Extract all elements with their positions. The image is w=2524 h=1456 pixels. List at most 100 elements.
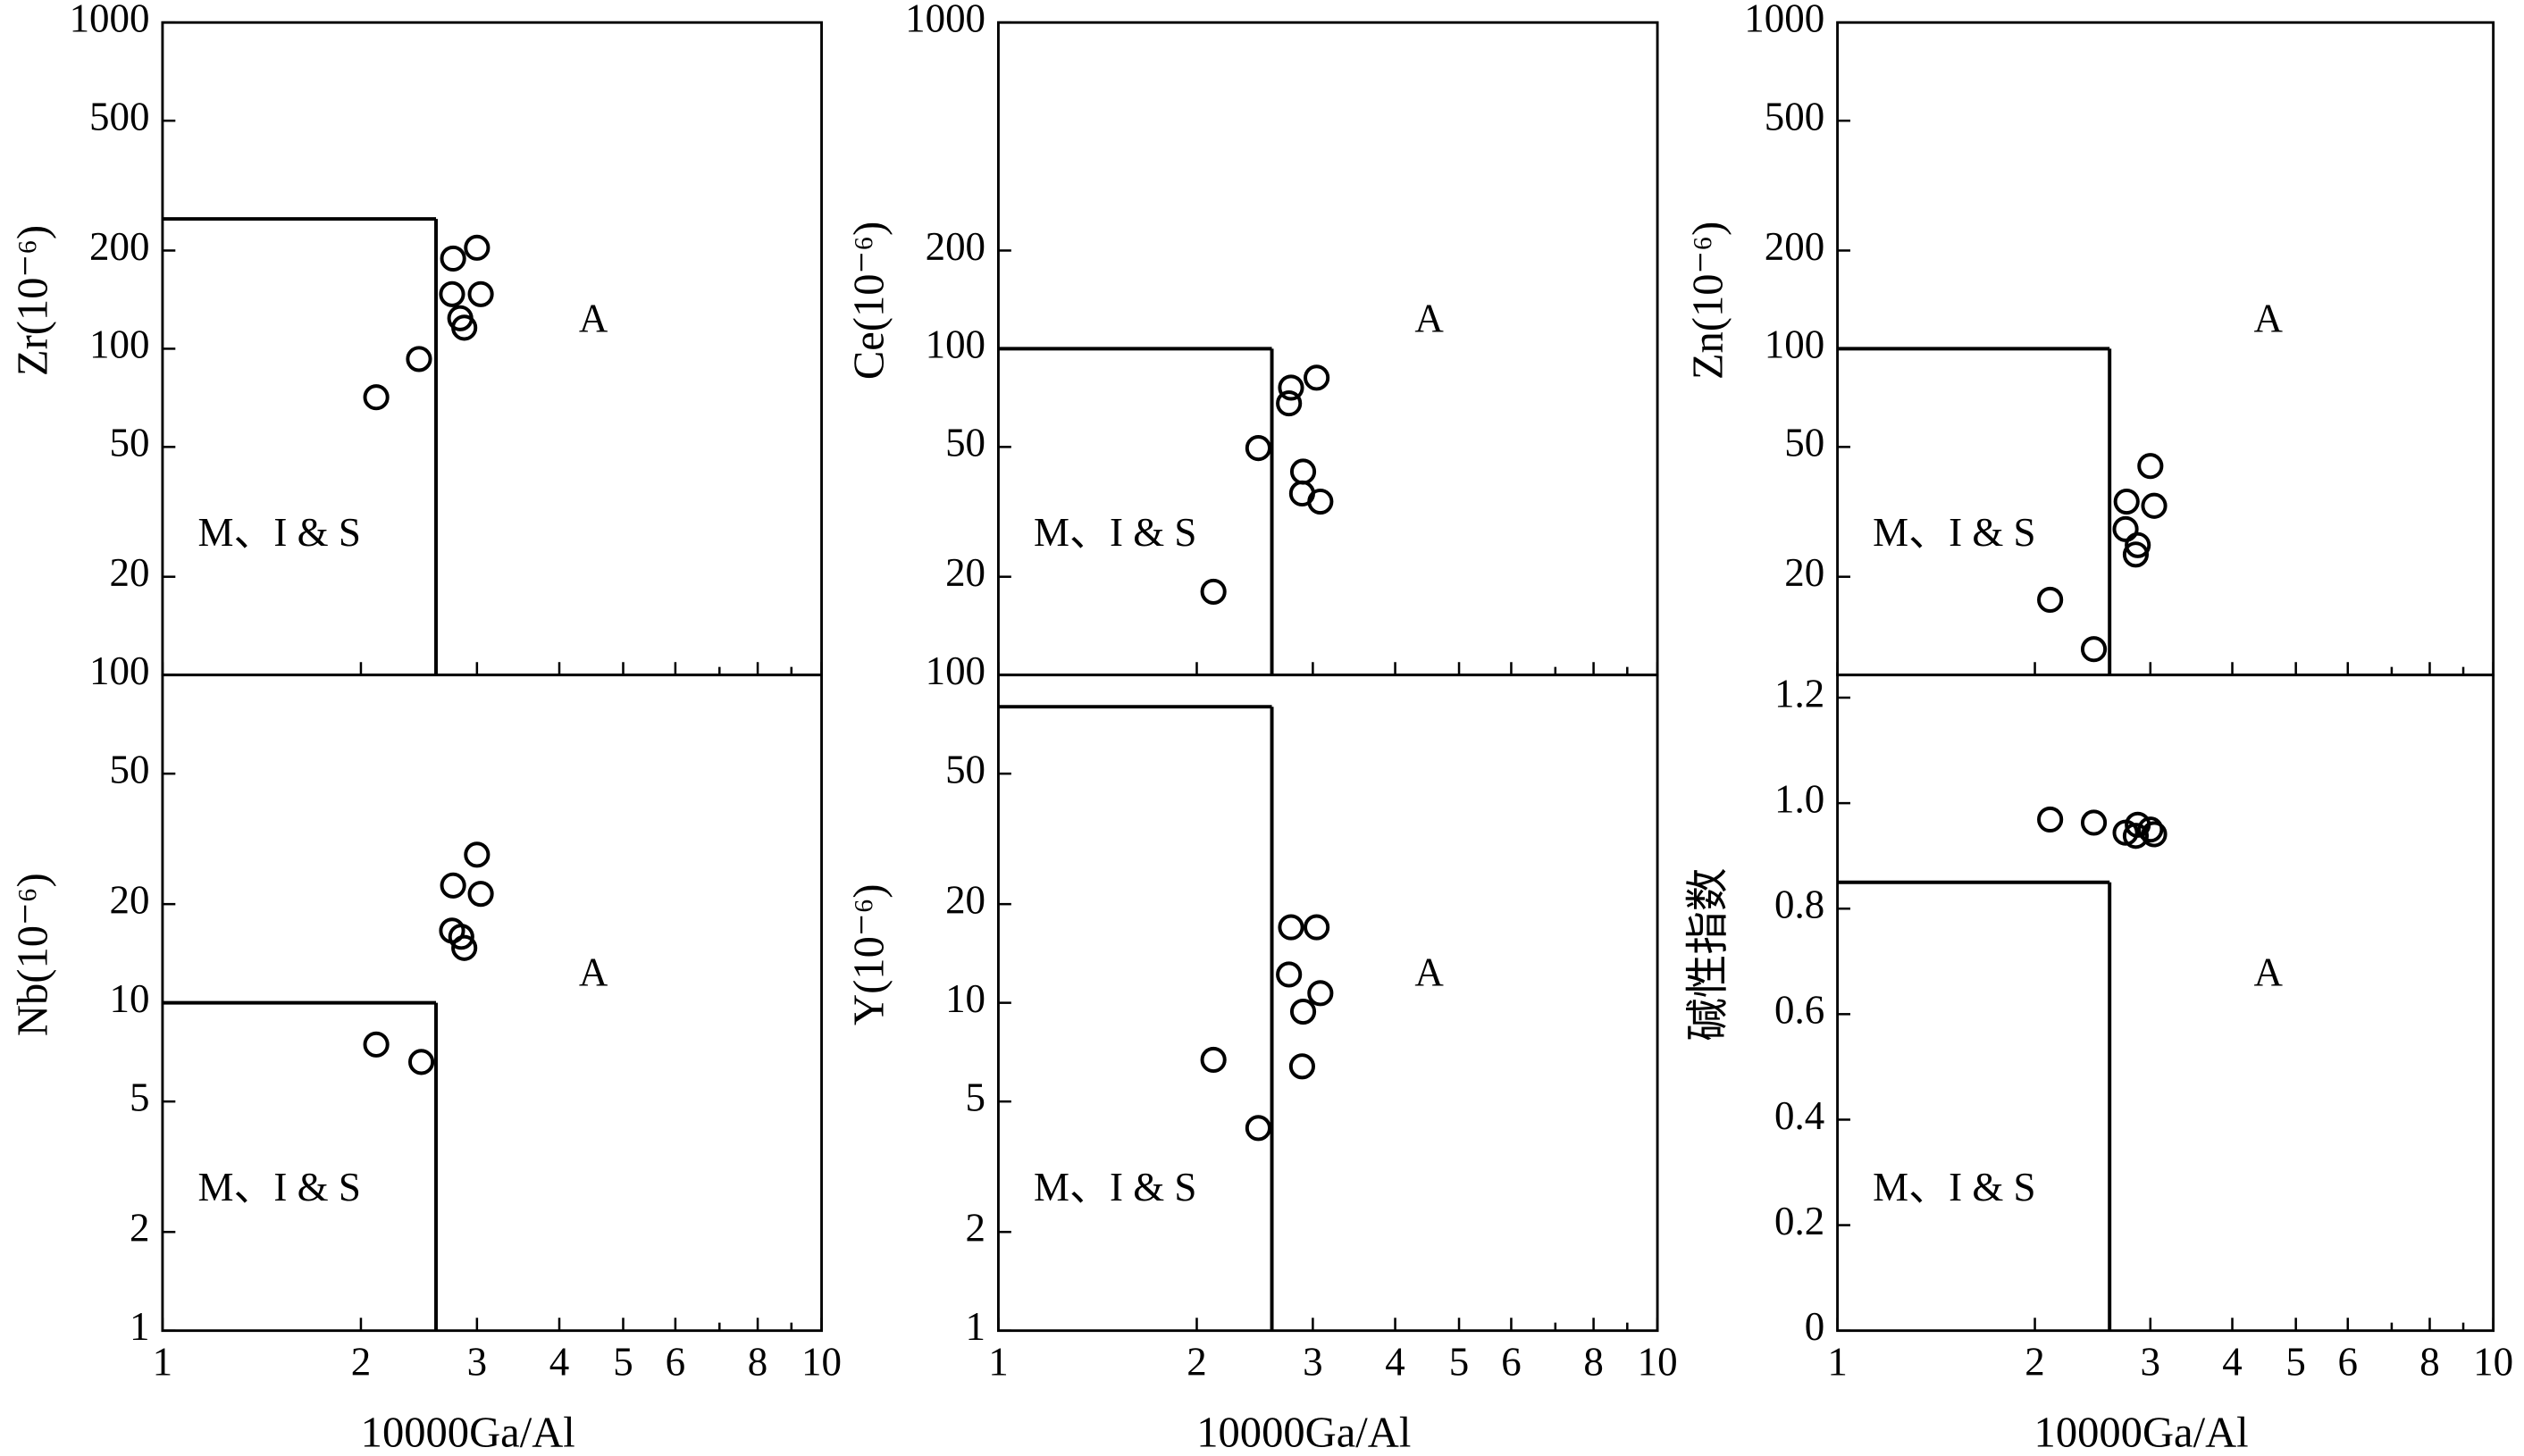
field-label: M、I & S [1873,510,2035,555]
data-point [1200,1046,1227,1074]
y-tick-label: 1000 [905,0,985,41]
data-point [1304,914,1330,941]
data-point [440,872,466,899]
field-label: M、I & S [197,1165,360,1209]
x-tick-label: 10 [2473,1340,2513,1385]
field-label: M、I & S [197,510,360,555]
data-point [2137,453,2164,480]
x-tick-label: 3 [2141,1340,2160,1385]
data-point [2080,636,2108,663]
x-tick-label: 3 [1303,1340,1322,1385]
y-axis-label: 碱性指数 [1683,868,1732,1042]
field-label: A [579,297,608,341]
data-point [2122,823,2150,849]
y-axis-label: Zr(10⁻⁶) [9,225,57,376]
data-point [2141,492,2168,519]
y-tick-label: 50 [1784,421,1824,465]
y-tick-label: 5 [966,1075,985,1119]
y-tick-label: 0 [1805,1304,1824,1349]
data-point [440,245,466,272]
field-label: A [1414,950,1444,995]
x-tick-label: 8 [748,1340,767,1385]
data-point [467,881,494,908]
data-point [1245,435,1271,462]
x-tick-label: 2 [351,1340,371,1385]
x-tick-label: 6 [666,1340,685,1385]
x-tick-label: 4 [2222,1340,2242,1385]
y-tick-label: 20 [110,877,150,922]
y-tick-label: 100 [1765,322,1824,367]
data-point [464,234,491,261]
x-tick-label: 5 [1449,1340,1469,1385]
y-tick-label: 1000 [70,0,150,41]
data-point [2037,806,2064,833]
x-tick-label: 4 [1385,1340,1405,1385]
y-tick-label: 1.2 [1774,671,1824,715]
data-point [1278,374,1304,401]
y-tick-label: 2 [130,1205,149,1250]
y-tick-label: 50 [110,421,150,465]
y-tick-label: 20 [945,877,985,922]
x-tick-label: 1 [988,1340,1008,1385]
field-label: M、I & S [1034,510,1196,555]
x-tick-label: 2 [2025,1340,2044,1385]
y-axis-label: Ce(10⁻⁶) [844,222,893,380]
field-label: A [1414,297,1444,341]
x-tick-label: 6 [2338,1340,2358,1385]
y-tick-label: 1.0 [1774,776,1824,821]
data-point [1276,961,1303,988]
y-tick-label: 20 [945,550,985,595]
field-label: M、I & S [1034,1165,1196,1209]
field-label: A [2254,950,2284,995]
y-tick-label: 1 [966,1304,985,1349]
data-point [2141,821,2168,848]
data-point [2113,488,2140,515]
y-tick-label: 20 [1784,550,1824,595]
data-point [407,1049,435,1075]
y-tick-label: 500 [89,94,149,138]
data-point [363,384,390,411]
y-axis-label: Y(10⁻⁶) [844,883,893,1025]
x-tick-label: 2 [1187,1340,1206,1385]
x-tick-label: 6 [1501,1340,1521,1385]
y-tick-label: 5 [130,1075,149,1119]
y-tick-label: 1 [130,1304,149,1349]
y-tick-label: 0.4 [1774,1093,1824,1138]
x-tick-label: 1 [1827,1340,1847,1385]
data-point [1200,578,1227,605]
data-point [406,346,432,372]
y-axis-label: Nb(10⁻⁶) [9,873,57,1036]
x-axis-label: 10000Ga/Al [361,1409,575,1456]
data-point [1307,980,1334,1007]
y-tick-label: 1000 [1744,0,1824,41]
data-point [1276,390,1303,417]
plot-frame [1836,674,2495,1333]
data-point [1288,1053,1315,1080]
y-tick-label: 2 [966,1205,985,1250]
data-point [1304,364,1330,391]
y-axis-label: Zn(10⁻⁶) [1683,222,1732,380]
data-point [2137,816,2164,843]
y-tick-label: 10 [110,976,150,1021]
y-tick-label: 50 [945,421,985,465]
data-point [363,1031,390,1058]
x-axis-label: 10000Ga/Al [1196,1409,1411,1456]
data-point [1289,458,1317,485]
y-tick-label: 50 [945,747,985,791]
x-tick-label: 5 [613,1340,633,1385]
data-point [467,280,494,307]
x-tick-label: 10 [1638,1340,1678,1385]
data-point [1278,914,1304,941]
data-point [448,924,474,950]
x-tick-label: 10 [801,1340,842,1385]
x-tick-label: 5 [2285,1340,2305,1385]
data-point [1289,998,1317,1025]
y-tick-label: 100 [926,322,985,367]
data-point [451,934,478,961]
field-label: A [579,950,608,995]
y-tick-label: 100 [89,322,149,367]
x-tick-label: 8 [2419,1340,2439,1385]
data-point [2080,809,2108,836]
y-tick-label: 200 [1765,224,1824,269]
